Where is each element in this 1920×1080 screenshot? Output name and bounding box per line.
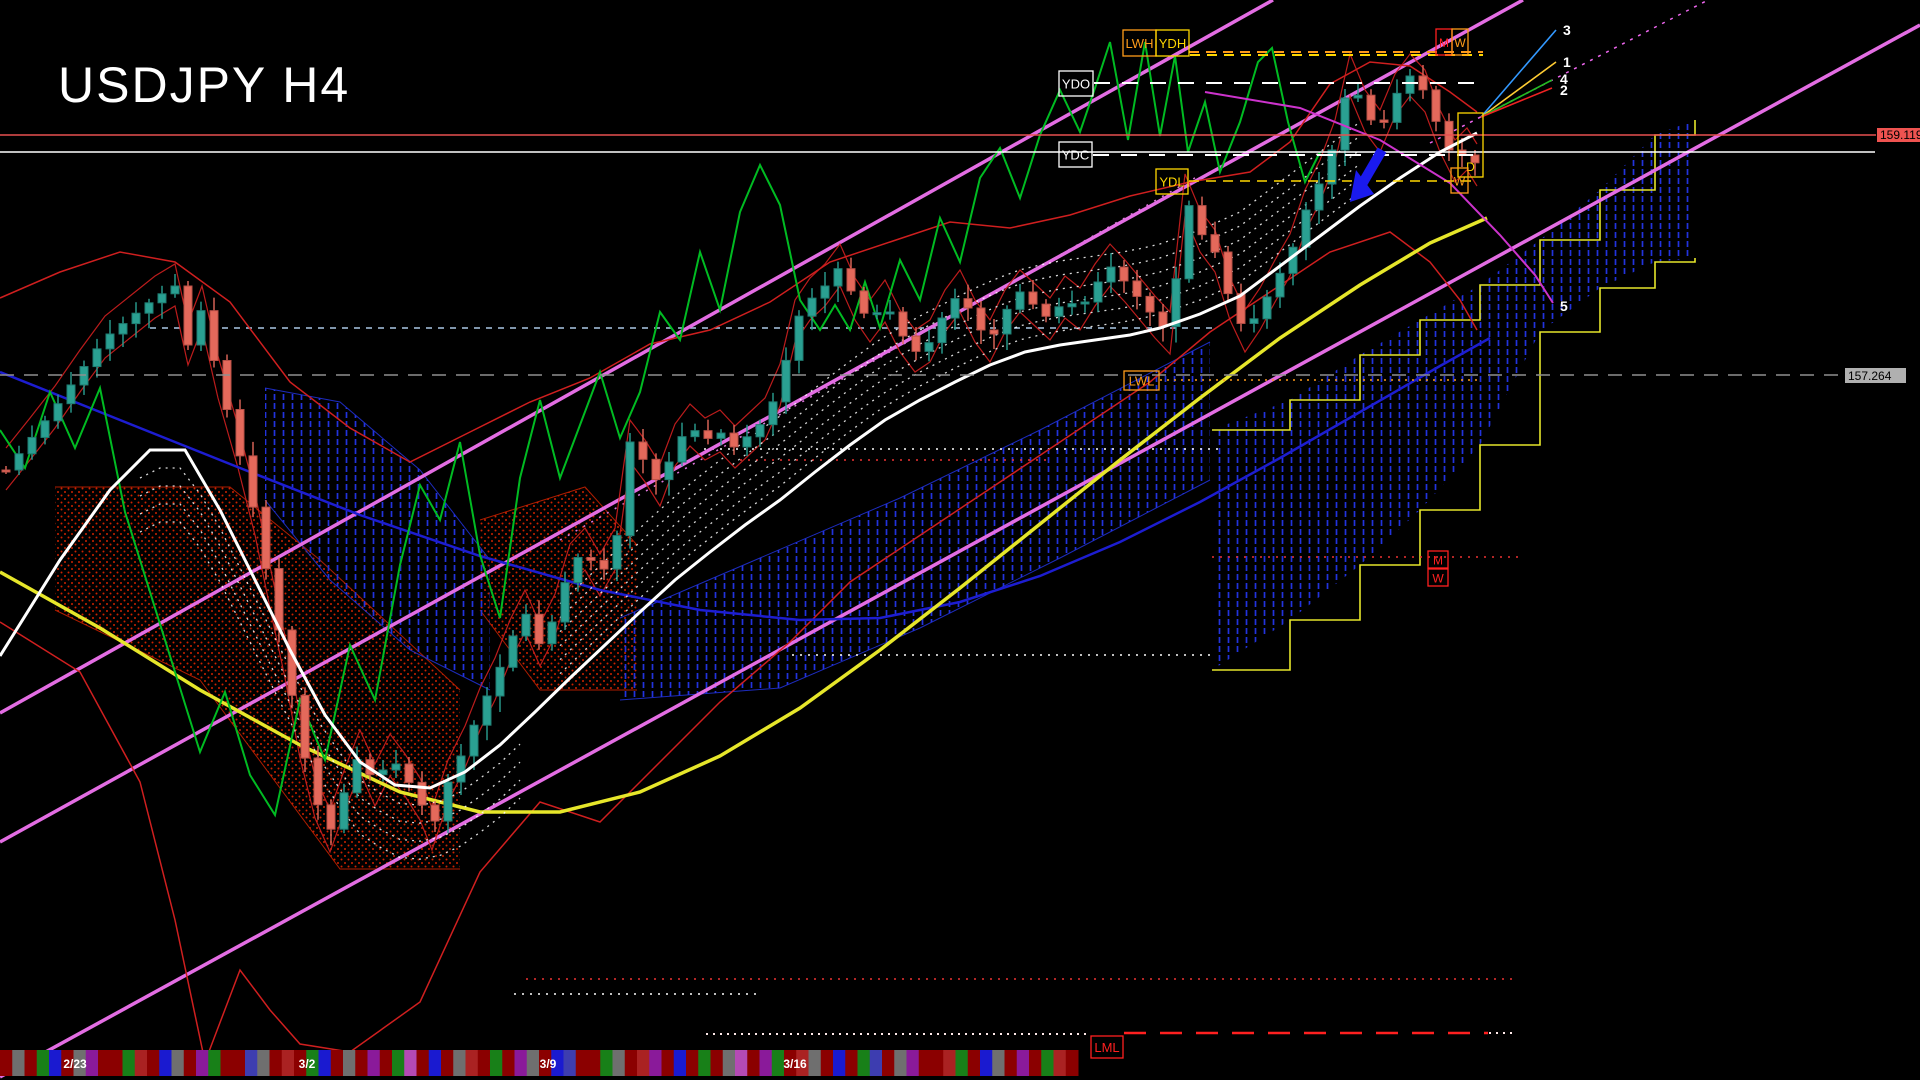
trading-chart-window: USDJPY H4 31425159.119157.264LWHYDHYDOYD… bbox=[0, 0, 1920, 1080]
level-label-YDO[interactable]: YDO bbox=[1059, 71, 1093, 96]
svg-text:159.119: 159.119 bbox=[1880, 128, 1920, 142]
price-label-current-price: 159.119 bbox=[1877, 128, 1920, 142]
rising-blue-cloud bbox=[620, 342, 1210, 700]
future-blue-cloud bbox=[1212, 120, 1695, 670]
svg-text:W: W bbox=[1432, 572, 1444, 586]
svg-text:M: M bbox=[1439, 36, 1449, 50]
chart-title: USDJPY H4 bbox=[58, 56, 350, 114]
svg-text:YDL: YDL bbox=[1159, 175, 1184, 190]
annotation-box-m-mid[interactable]: M bbox=[1428, 551, 1448, 568]
svg-text:3: 3 bbox=[1563, 22, 1571, 38]
level-label-LWH[interactable]: LWH bbox=[1123, 30, 1156, 56]
svg-text:5: 5 bbox=[1560, 298, 1568, 314]
svg-text:3/2: 3/2 bbox=[299, 1057, 316, 1071]
svg-text:YDC: YDC bbox=[1062, 148, 1089, 163]
svg-text:157.264: 157.264 bbox=[1848, 369, 1892, 383]
level-label-YDH[interactable]: YDH bbox=[1156, 30, 1189, 56]
level-label-YDC[interactable]: YDC bbox=[1059, 142, 1092, 167]
svg-text:LML: LML bbox=[1094, 1040, 1119, 1055]
svg-text:2: 2 bbox=[1560, 82, 1568, 98]
level-label-LML[interactable]: LML bbox=[1091, 1036, 1123, 1058]
fibo-fan: 3142 bbox=[1481, 22, 1571, 117]
svg-text:3/9: 3/9 bbox=[540, 1057, 557, 1071]
svg-text:LWH: LWH bbox=[1126, 36, 1154, 51]
x-axis-date: 2/23 bbox=[63, 1057, 87, 1071]
svg-text:W: W bbox=[1454, 36, 1466, 50]
price-chart-canvas[interactable]: 31425159.119157.264LWHYDHYDOYDCYDLLWLLML… bbox=[0, 0, 1920, 1080]
svg-text:YDH: YDH bbox=[1159, 36, 1186, 51]
x-axis-date: 3/16 bbox=[783, 1057, 807, 1071]
svg-text:M: M bbox=[1433, 554, 1443, 568]
svg-text:2/23: 2/23 bbox=[63, 1057, 87, 1071]
signal-ribbon: 2/23 3/2 3/9 3/16 bbox=[0, 1050, 1079, 1076]
x-axis-date: 3/2 bbox=[299, 1057, 316, 1071]
svg-text:3/16: 3/16 bbox=[783, 1057, 807, 1071]
level-label-LWL[interactable]: LWL bbox=[1124, 371, 1159, 390]
x-axis-date: 3/9 bbox=[540, 1057, 557, 1071]
svg-text:W: W bbox=[1454, 175, 1466, 189]
annotation-box-w-mid[interactable]: W bbox=[1428, 569, 1448, 586]
svg-text:LWL: LWL bbox=[1129, 374, 1155, 389]
price-label-prev-level: 157.264 bbox=[1845, 368, 1906, 383]
svg-text:1: 1 bbox=[1563, 54, 1571, 70]
svg-text:YDO: YDO bbox=[1062, 77, 1090, 92]
